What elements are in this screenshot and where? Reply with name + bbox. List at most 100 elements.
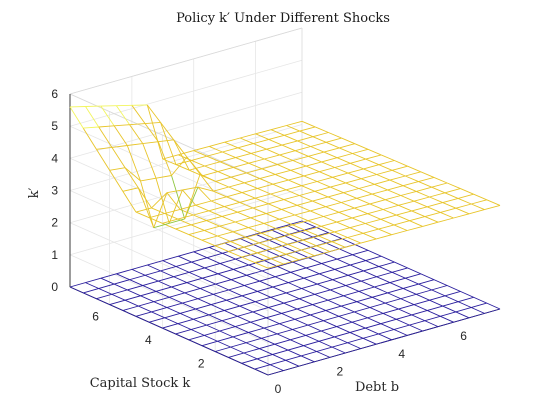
high-surface-line xyxy=(224,137,241,143)
high-surface-line xyxy=(299,190,315,196)
high-surface-line xyxy=(274,234,291,240)
high-surface-line xyxy=(345,178,362,184)
high-surface-line xyxy=(193,145,210,152)
high-surface-line xyxy=(365,154,382,160)
high-surface-line xyxy=(277,160,294,166)
high-surface-line xyxy=(391,165,408,171)
low-surface-line xyxy=(239,238,439,328)
high-surface-line xyxy=(378,160,395,166)
high-surface-line xyxy=(175,224,192,230)
high-surface-line xyxy=(217,171,232,178)
high-surface-line xyxy=(190,220,207,226)
low-surface-line xyxy=(286,224,485,314)
low-surface-line xyxy=(254,302,487,370)
high-surface-line xyxy=(250,148,267,154)
high-surface-line xyxy=(219,221,236,227)
high-surface-line xyxy=(314,251,331,257)
high-surface-line xyxy=(424,211,441,218)
high-surface-line xyxy=(283,199,298,206)
high-surface-line xyxy=(243,246,258,254)
high-surface-line xyxy=(261,232,275,240)
high-surface-line xyxy=(160,122,175,141)
high-surface-line xyxy=(381,154,395,161)
high-surface-line xyxy=(276,224,293,230)
high-surface-line xyxy=(316,245,331,252)
high-surface-line xyxy=(287,243,302,251)
high-surface-line xyxy=(307,216,324,222)
high-surface-line xyxy=(243,242,260,248)
high-surface-line xyxy=(371,193,386,201)
high-surface-line xyxy=(114,124,130,127)
high-surface-line xyxy=(197,186,212,202)
high-surface-line xyxy=(175,228,189,236)
high-surface-line xyxy=(328,132,342,139)
high-surface-line xyxy=(122,191,137,213)
high-surface-line xyxy=(221,215,236,223)
high-surface-line xyxy=(455,207,470,215)
high-surface-line xyxy=(129,124,144,144)
high-surface-line xyxy=(374,183,388,191)
high-surface-line xyxy=(350,162,364,170)
low-surface-line xyxy=(193,251,392,341)
high-surface-line xyxy=(215,245,229,252)
high-surface-line xyxy=(96,149,110,171)
high-surface-line xyxy=(378,164,393,171)
high-surface-line xyxy=(362,228,379,234)
high-surface-line xyxy=(228,246,245,252)
high-surface-line xyxy=(175,159,192,166)
high-surface-line xyxy=(284,134,298,142)
high-surface-line xyxy=(318,231,335,237)
high-surface-line xyxy=(131,105,146,124)
high-surface-line xyxy=(361,178,375,185)
high-surface-line xyxy=(334,162,351,168)
high-surface-line xyxy=(246,168,263,174)
high-surface-line xyxy=(303,239,317,247)
high-surface-line xyxy=(166,192,181,210)
high-surface-line xyxy=(195,200,212,206)
high-surface-line xyxy=(201,239,216,247)
high-surface-line xyxy=(272,179,289,185)
high-surface-line xyxy=(331,237,348,243)
high-surface-line xyxy=(237,147,252,154)
high-surface-line xyxy=(453,213,470,219)
high-surface-line xyxy=(323,211,340,217)
high-surface-line xyxy=(140,180,155,228)
z-tick-label: 0 xyxy=(51,280,58,294)
high-surface-line xyxy=(308,151,325,157)
high-surface-line xyxy=(396,214,410,222)
high-surface-line xyxy=(162,154,179,160)
high-surface-line xyxy=(179,204,196,210)
high-surface-line xyxy=(224,206,238,213)
high-surface-line xyxy=(283,259,300,265)
high-surface-line xyxy=(248,162,263,170)
high-surface-line xyxy=(360,238,377,244)
high-surface-line xyxy=(292,160,307,167)
high-surface-line xyxy=(252,207,267,215)
high-surface-line xyxy=(215,180,229,188)
high-surface-line xyxy=(208,206,225,212)
high-surface-line xyxy=(442,197,459,204)
high-surface-line xyxy=(314,190,329,198)
high-surface-line xyxy=(330,182,346,188)
high-surface-line xyxy=(98,126,113,148)
high-surface-line xyxy=(245,232,262,238)
high-surface-line xyxy=(259,242,273,250)
high-surface-line xyxy=(237,143,254,149)
high-surface-line xyxy=(202,171,219,177)
high-surface-line xyxy=(259,178,274,185)
high-surface-line xyxy=(239,201,254,209)
high-surface-line xyxy=(263,222,278,230)
high-surface-line xyxy=(122,187,139,192)
high-surface-line xyxy=(418,176,435,183)
high-surface-line xyxy=(193,210,209,216)
high-surface-line xyxy=(241,187,258,194)
high-surface-line xyxy=(237,211,251,219)
low-surface-line xyxy=(188,273,421,341)
low-surface-line xyxy=(224,242,423,332)
high-surface-line xyxy=(396,210,412,216)
high-surface-line xyxy=(111,145,128,148)
high-surface-line xyxy=(338,207,355,213)
high-surface-line xyxy=(175,164,190,171)
high-surface-line xyxy=(407,225,423,231)
high-surface-line xyxy=(312,136,327,143)
